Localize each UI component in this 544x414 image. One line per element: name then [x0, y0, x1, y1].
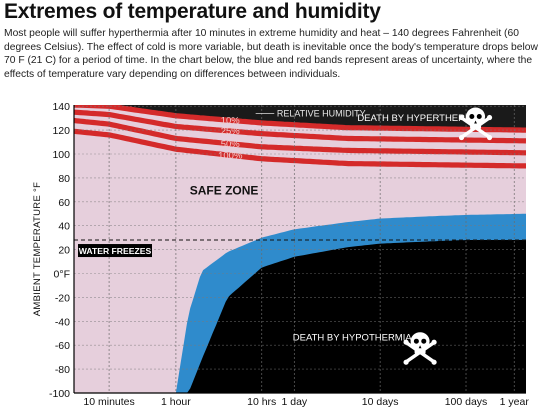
skull-bone-end — [486, 134, 493, 141]
x-tick-label: 100 days — [445, 396, 488, 408]
hyperthermia-label: DEATH BY HYPERTHERMIA — [357, 113, 482, 124]
plot-area — [74, 105, 526, 393]
humidity-label-100pct: 100% — [218, 150, 243, 161]
skull-bone-end — [458, 114, 465, 121]
y-tick-label: -80 — [55, 364, 70, 376]
humidity-label-50pct: 50% — [221, 139, 241, 150]
skull-icon-hyperthermia — [458, 107, 493, 141]
hypothermia-zone — [177, 240, 526, 393]
humidity-band-25pct — [74, 109, 526, 144]
humidity-band-50pct — [74, 117, 526, 156]
water-freezes-box — [78, 244, 152, 258]
y-tick-label: 120 — [52, 125, 70, 137]
skull-eye — [413, 338, 419, 344]
humidity-label-25pct: 25% — [221, 126, 241, 137]
x-tick-label: 10 minutes — [83, 396, 134, 408]
y-axis-label: AMBIENT TEMPERATURE °F — [32, 182, 43, 316]
skull-eye — [476, 114, 482, 120]
skull-icon-hypothermia — [403, 332, 437, 365]
y-tick-label: 20 — [58, 245, 70, 257]
water-freezes-label: WATER FREEZES — [79, 246, 152, 256]
y-tick-label: -100 — [49, 388, 70, 400]
skull-nose — [474, 120, 477, 124]
page-description: Most people will suffer hyperthermia aft… — [4, 28, 538, 80]
safe-zone-label: SAFE ZONE — [190, 184, 259, 198]
y-tick-label: -20 — [55, 292, 70, 304]
humidity-label-10pct: 10% — [221, 115, 241, 126]
x-tick-label: 1 day — [282, 396, 308, 408]
humidity-band-10pct — [74, 105, 526, 133]
skull-eye — [469, 114, 475, 120]
x-tick-label: 1 year — [500, 396, 530, 408]
y-tick-label: 80 — [58, 173, 70, 185]
y-tick-label: 140 — [52, 101, 70, 113]
relative-humidity-label: RELATIVE HUMIDITY — [277, 108, 366, 118]
skull-nose — [418, 345, 422, 349]
y-tick-label: 40 — [58, 221, 70, 233]
skull-head — [466, 107, 486, 126]
y-tick-label: -60 — [55, 340, 70, 352]
hyperthermia-zone — [74, 105, 526, 131]
humidity-band-100pct — [74, 128, 526, 169]
page-title: Extremes of temperature and humidity — [4, 0, 381, 23]
skull-bone-end — [431, 339, 437, 345]
skull-jaw — [414, 347, 426, 355]
skull-bone-end — [486, 114, 493, 121]
y-tick-label: -40 — [55, 316, 70, 328]
skull-bone-end — [458, 134, 465, 141]
axes: 140 120 100 80 60 40 20 0°F -20 -40 -60 -80 -100 10 m… — [32, 101, 529, 408]
skull-eye — [421, 338, 427, 344]
hypothermia-label: DEATH BY HYPOTHERMIA — [293, 332, 413, 343]
skull-bone-end — [403, 339, 409, 345]
y-tick-label: 60 — [58, 197, 70, 209]
x-tick-label: 1 hour — [161, 396, 191, 408]
skull-bone-end — [431, 359, 437, 365]
y-tick-label: 100 — [52, 149, 70, 161]
x-tick-label: 10 days — [362, 396, 399, 408]
skull-jaw — [470, 122, 482, 130]
skull-head — [410, 332, 430, 351]
skull-bone-end — [403, 359, 409, 365]
x-tick-label: 10 hrs — [247, 396, 276, 408]
y-tick-label: 0°F — [54, 268, 70, 280]
